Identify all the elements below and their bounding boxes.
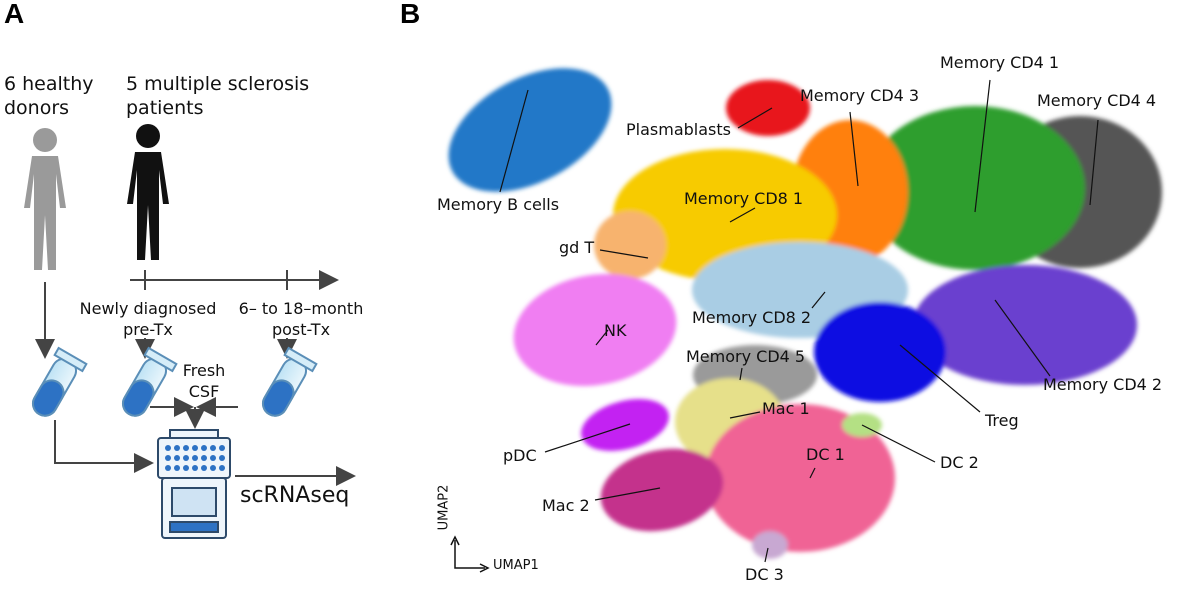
umap-axes (450, 535, 490, 573)
x-axis-label: UMAP1 (493, 558, 539, 573)
cluster-label: Plasmablasts (626, 120, 731, 139)
umap-clusters (448, 68, 1162, 559)
timepoint-label: 6– to 18–month post-Tx (238, 299, 364, 339)
leader-lines (499, 79, 1099, 563)
sequencer (157, 429, 231, 539)
cluster-label: Memory CD4 3 (800, 86, 920, 105)
y-axis-label: UMAP2 (436, 484, 452, 531)
cluster-label: Memory B cells (437, 195, 560, 214)
timepoint-label: Newly diagnosed pre-Tx (79, 299, 217, 339)
method-label: scRNAseq (240, 483, 350, 508)
arrows (35, 270, 356, 486)
cluster-label: Memory CD8 2 (692, 308, 812, 327)
sample-label: Fresh CSF (182, 361, 226, 401)
cluster-label: DC 2 (940, 453, 979, 472)
tubes (32, 346, 318, 417)
group-label: 6 healthy donors (4, 73, 94, 119)
cluster-label: Memory CD4 2 (1043, 375, 1163, 394)
cluster-label: Memory CD8 1 (684, 189, 804, 208)
cluster-label: Memory CD4 1 (940, 53, 1060, 72)
panel-label: B (400, 0, 421, 29)
cluster-label: DC 1 (806, 445, 845, 464)
cluster-label: Mac 1 (762, 399, 810, 418)
cluster-label: pDC (503, 446, 537, 465)
group-label: 5 multiple sclerosis patients (126, 73, 310, 119)
cluster-label: gd T (559, 238, 595, 257)
cluster-label: Memory CD4 4 (1037, 91, 1157, 110)
panel-label: A (4, 0, 25, 29)
cluster-label: Treg (985, 411, 1019, 430)
cluster-label: DC 3 (745, 565, 784, 584)
healthy-donor-figure (24, 128, 66, 270)
cluster-label: Mac 2 (542, 496, 590, 515)
cluster-label: NK (604, 321, 627, 340)
cluster-label: Memory CD4 5 (686, 347, 806, 366)
patient-figure (127, 124, 169, 260)
